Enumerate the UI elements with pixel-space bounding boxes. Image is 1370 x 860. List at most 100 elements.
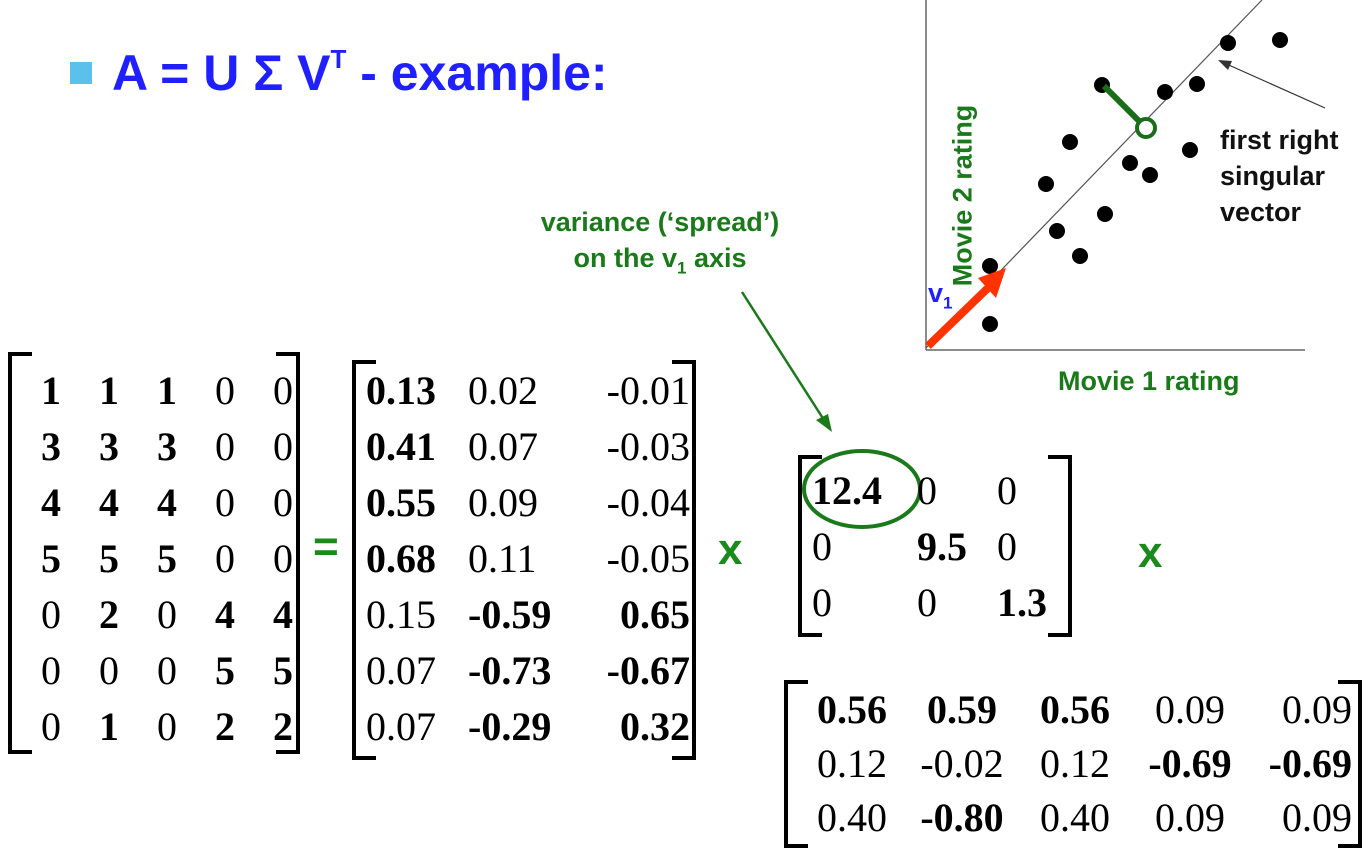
matrix-u-cell: -0.59: [468, 591, 552, 637]
matrix-a-cell: 1: [99, 703, 119, 749]
matrix-a-cell: 0: [157, 591, 177, 637]
matrix-u-cell: -0.73: [468, 647, 552, 693]
matrix-a-cell: 0: [99, 647, 119, 693]
times-sign-2: x: [1138, 528, 1163, 577]
first-right-annotation: first right singular vector: [1220, 122, 1339, 230]
matrix-a-cell: 0: [273, 479, 293, 525]
matrix-u-cell: 0.11: [468, 535, 537, 581]
variance-line2: on the v1 axis: [490, 240, 830, 286]
matrix-a-cell: 1: [41, 367, 61, 413]
projection-line: [1101, 83, 1145, 127]
data-point: [1038, 176, 1054, 192]
title-suffix: - example:: [346, 45, 608, 101]
matrix-u-bracket-left: [352, 360, 376, 760]
matrix-u-cell: 0.68: [366, 535, 436, 581]
matrix-a-bracket-right: [276, 352, 300, 754]
matrix-u-cell: 0.41: [366, 423, 436, 469]
matrix-u-cell: 0.55: [366, 479, 436, 525]
v1-label-sub: 1: [943, 293, 953, 313]
matrix-vt-cell: 0.40: [817, 794, 887, 840]
matrix-s-bracket-right: [1048, 455, 1072, 637]
matrix-u-cell: -0.05: [606, 535, 690, 581]
matrix-a-cell: 1: [157, 367, 177, 413]
data-point: [1272, 32, 1288, 48]
data-point: [1097, 206, 1113, 222]
matrix-u-cell: 0.09: [468, 479, 538, 525]
matrix-u-cell: 0.15: [366, 591, 436, 637]
matrix-u-cell: 0.02: [468, 367, 538, 413]
data-point: [1189, 76, 1205, 92]
data-point: [982, 258, 998, 274]
data-point: [1049, 223, 1065, 239]
v1-label: v1: [928, 278, 953, 313]
matrix-vt-cell: 0.12: [817, 740, 887, 786]
matrix-sigma-cell: 0: [917, 467, 937, 513]
data-point: [1142, 167, 1158, 183]
matrix-u-cell: 0.07: [366, 703, 436, 749]
matrix-vt-cell: 0.09: [1155, 686, 1225, 732]
matrix-a-cell: 5: [273, 647, 293, 693]
matrix-a-cell: 0: [215, 479, 235, 525]
matrix-a-cell: 4: [157, 479, 177, 525]
matrix-a-cell: 4: [99, 479, 119, 525]
matrix-u-cell: -0.01: [606, 367, 690, 413]
matrix-a-cell: 0: [157, 703, 177, 749]
first-right-line1: first right: [1220, 125, 1339, 155]
first-right-pointer: [1221, 61, 1326, 109]
plot-x-label: Movie 1 rating: [1058, 366, 1240, 396]
title-superscript: T: [330, 44, 347, 75]
variance-line2-pre: on the v: [573, 243, 677, 273]
data-point: [1072, 248, 1088, 264]
matrix-a-cell: 4: [41, 479, 61, 525]
data-point: [1157, 84, 1173, 100]
matrix-a-bracket-left: [8, 352, 32, 754]
matrix-vt-cell: 0.56: [1040, 686, 1110, 732]
data-point: [1062, 134, 1078, 150]
matrix-vt-cell: 0.40: [1040, 794, 1110, 840]
matrix-a-cell: 0: [273, 535, 293, 581]
variance-pointer-head: [816, 414, 832, 432]
matrix-u-cell: -0.03: [606, 423, 690, 469]
matrix-vt-cell: 0.09: [1155, 794, 1225, 840]
matrix-vt-cell: 0.56: [817, 686, 887, 732]
matrix-sigma-cell: 0: [997, 523, 1017, 569]
first-right-line2: singular: [1220, 161, 1326, 191]
v1-arrow-shaft: [925, 283, 993, 349]
projection-point: [1135, 117, 1157, 139]
v1-label-text: v: [928, 278, 944, 308]
matrix-a-cell: 0: [157, 647, 177, 693]
matrix-u-cell: 0.65: [620, 591, 690, 637]
matrix-a-cell: 3: [41, 423, 61, 469]
matrix-u: 0.13 0.02 -0.01 0.41 0.07 -0.03 0.55 0.09 -0.04 0…: [366, 362, 690, 754]
matrix-a-cell: 0: [41, 591, 61, 637]
matrix-vt-cell: 0.12: [1040, 740, 1110, 786]
matrix-sigma-cell: 0: [812, 523, 832, 569]
matrix-a-cell: 0: [41, 647, 61, 693]
matrix-sigma-cell: 0: [812, 579, 832, 625]
matrix-vt: 0.56 0.59 0.56 0.09 0.09 0.12 -0.02 0.12 -0.69 -0…: [800, 682, 1352, 844]
matrix-u-cell: 0.07: [366, 647, 436, 693]
matrix-vt-bracket-left: [784, 680, 808, 848]
matrix-vt-cell: 0.09: [1282, 794, 1352, 840]
matrix-sigma-cell: 12.4: [812, 467, 882, 513]
matrix-sigma: 12.4 0 0 0 9.5 0 0 0 1.3: [812, 462, 1057, 630]
matrix-a-cell: 0: [215, 535, 235, 581]
plot-points: [982, 32, 1288, 332]
matrix-a-cell: 5: [215, 647, 235, 693]
matrix-a-cell: 5: [99, 535, 119, 581]
times-sign-1: x: [718, 525, 743, 574]
matrix-u-bracket-right: [672, 360, 696, 760]
matrix-a-cell: 0: [273, 423, 293, 469]
variance-line2-post: axis: [686, 243, 747, 273]
matrix-sigma-cell: 0: [997, 467, 1017, 513]
slide-title: A = U Σ VT - example:: [70, 38, 608, 108]
matrix-u-cell: 0.07: [468, 423, 538, 469]
v1-arrow-head: [978, 268, 1006, 298]
matrix-a-cell: 2: [215, 703, 235, 749]
variance-line1: variance (‘spread’): [540, 207, 780, 237]
matrix-a-cell: 2: [99, 591, 119, 637]
data-point: [1182, 142, 1198, 158]
matrix-a-cell: 3: [157, 423, 177, 469]
first-right-pointer-head: [1218, 60, 1232, 70]
